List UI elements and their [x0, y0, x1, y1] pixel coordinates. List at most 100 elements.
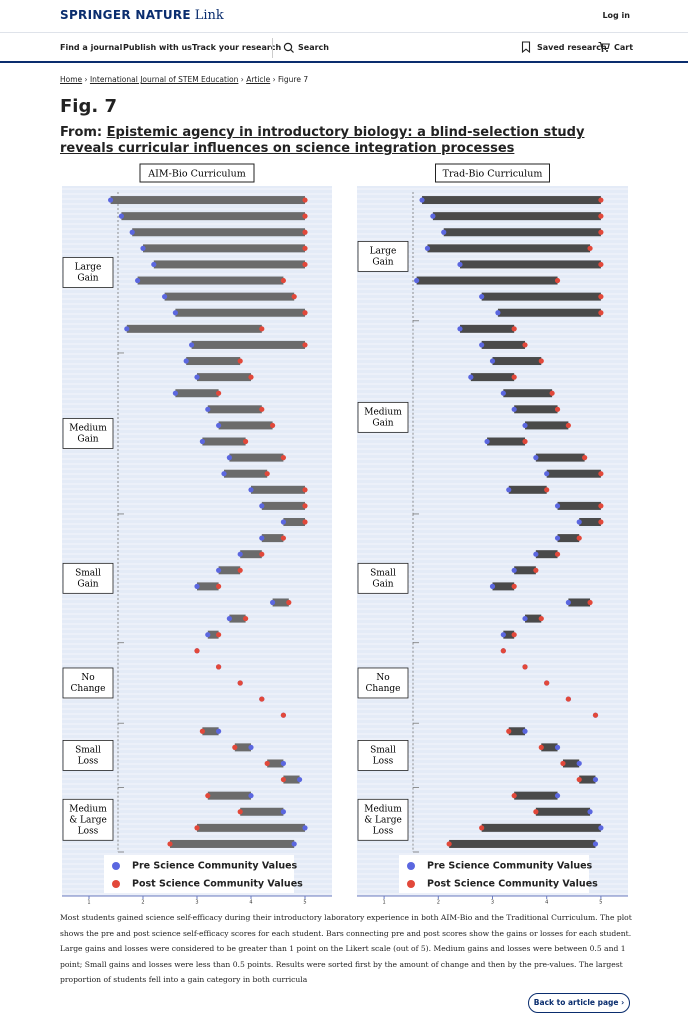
post-dot [264, 471, 270, 477]
pre-dot [484, 438, 490, 445]
group-label: Gain [77, 273, 98, 283]
separator [272, 38, 273, 58]
group-label: Medium [69, 423, 107, 433]
post-dot [511, 632, 517, 638]
x-tick-label: 1 [87, 900, 90, 906]
post-dot [237, 358, 243, 364]
pre-dot [457, 326, 463, 332]
post-dot [302, 229, 308, 235]
pre-dot [587, 809, 593, 815]
post-dot [280, 455, 286, 461]
change-bar [197, 373, 251, 382]
article-title[interactable]: Epistemic agency in introductory biology… [60, 125, 585, 156]
post-dot [565, 422, 571, 429]
cart[interactable]: Cart [614, 43, 634, 52]
post-dot [259, 326, 265, 332]
pre-dot [194, 374, 200, 380]
nav-item[interactable]: Publish with us [123, 43, 192, 52]
post-dot [216, 664, 222, 670]
nav-item[interactable]: Track your research [192, 43, 282, 52]
x-tick-label: 3 [195, 900, 198, 906]
legend-swatch [112, 862, 120, 870]
pre-dot [183, 358, 189, 364]
crumb[interactable]: International Journal of STEM Education [89, 75, 239, 84]
pre-dot [199, 438, 205, 445]
pre-dot [592, 776, 599, 783]
change-bar [251, 485, 305, 494]
x-tick-label: 4 [545, 900, 548, 906]
group-label-box [62, 740, 114, 771]
pre-dot [108, 197, 114, 203]
brand-suffix[interactable]: Link [194, 8, 224, 23]
post-dot [216, 583, 222, 589]
change-bar [137, 276, 284, 285]
change-bar [470, 373, 515, 382]
group-label-box [357, 798, 409, 841]
pre-dot [172, 390, 178, 396]
search[interactable]: Search [298, 43, 329, 52]
change-bar [175, 308, 305, 317]
login[interactable]: Log in [602, 11, 630, 20]
group-label-box [62, 562, 114, 594]
change-bar [443, 228, 601, 237]
x-tick-label: 3 [491, 900, 494, 906]
legend-label: Post Science Community Values [427, 879, 598, 890]
fig-from: From: Epistemic agency in introductory b… [60, 125, 630, 157]
post-dot [533, 809, 539, 815]
change-bar [514, 791, 558, 800]
post-dot [216, 390, 222, 396]
pre-dot [522, 728, 528, 734]
post-dot [554, 406, 561, 412]
pre-dot [259, 503, 265, 509]
back-button[interactable]: Back to article page › [528, 993, 630, 1013]
pre-dot [598, 825, 604, 831]
change-bar [126, 324, 262, 333]
post-dot [286, 599, 292, 606]
crumb[interactable]: Article [246, 75, 271, 84]
change-bar [449, 839, 596, 848]
saved-research[interactable]: Saved research [537, 43, 607, 52]
crumb[interactable]: Home [60, 75, 83, 84]
change-bar [427, 244, 591, 253]
post-dot [598, 310, 604, 316]
group-label: Small [75, 568, 101, 578]
legend-label: Pre Science Community Values [427, 861, 593, 872]
pre-dot [189, 342, 195, 348]
group-label: No [376, 673, 389, 683]
pre-dot [216, 728, 222, 734]
change-bar [508, 727, 526, 736]
post-dot [237, 680, 243, 686]
legend-box [399, 855, 589, 893]
change-bar [459, 324, 515, 333]
change-bar [508, 485, 547, 494]
change-bar [579, 775, 596, 784]
brand[interactable]: SPRINGER NATURE Link [60, 8, 224, 23]
change-bar [110, 196, 305, 205]
group-label: Gain [77, 434, 98, 444]
pre-dot [489, 358, 496, 364]
change-bar [432, 212, 601, 221]
legend-swatch [112, 880, 120, 888]
nav-item[interactable]: Find a journal [60, 43, 123, 52]
change-bar [218, 421, 273, 430]
change-bar [481, 292, 601, 301]
change-bar [503, 630, 515, 639]
change-bar [535, 807, 591, 816]
change-bar [202, 727, 219, 736]
change-bar [240, 807, 284, 816]
post-dot [243, 615, 249, 622]
group-label: Medium [364, 407, 402, 417]
post-dot [511, 326, 517, 332]
pre-dot [479, 342, 485, 348]
post-dot [446, 841, 452, 847]
post-dot [248, 374, 254, 380]
change-bar [557, 501, 601, 510]
pre-dot [500, 632, 506, 638]
group-label-box [357, 240, 409, 272]
brand-name[interactable]: SPRINGER NATURE [60, 8, 191, 22]
legend-swatch [407, 880, 415, 888]
change-bar [197, 582, 219, 591]
back-label[interactable]: Back to article page [533, 998, 619, 1007]
post-dot [194, 825, 200, 831]
pre-dot [280, 809, 286, 815]
